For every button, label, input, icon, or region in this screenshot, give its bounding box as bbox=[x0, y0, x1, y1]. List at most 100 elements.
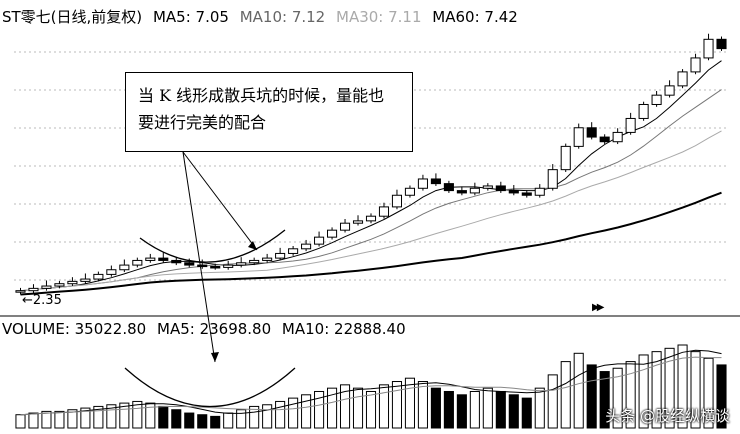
volume-bar bbox=[586, 364, 597, 429]
candle-up bbox=[547, 169, 558, 189]
annotation-arrows bbox=[124, 151, 296, 407]
volume-bar bbox=[352, 387, 364, 429]
candle-down bbox=[521, 192, 532, 196]
volume-bar bbox=[54, 410, 65, 429]
volume-bar bbox=[197, 414, 208, 429]
candle-up bbox=[327, 229, 338, 238]
ma5-label: MA5: 7.05 bbox=[152, 8, 229, 26]
volume-bar bbox=[80, 407, 91, 429]
volume-bar bbox=[145, 402, 156, 429]
candle-up bbox=[469, 187, 480, 194]
volume-bar bbox=[132, 400, 143, 429]
candle-down bbox=[430, 178, 441, 185]
volume-ma10-line bbox=[20, 356, 722, 416]
candle-up bbox=[378, 206, 390, 217]
volume-ma5-line bbox=[20, 349, 722, 416]
volume-ma5-label: MA5: 23698.80 bbox=[157, 320, 272, 338]
volume-bar bbox=[625, 361, 636, 429]
candle-up bbox=[80, 278, 91, 282]
arrowhead bbox=[211, 352, 219, 362]
candle-up bbox=[664, 85, 675, 96]
candle-up bbox=[54, 283, 65, 287]
volume-bar bbox=[508, 394, 519, 429]
annotation-callout: 当 K 线形成散兵坑的时候，量能也要进行完美的配合 bbox=[125, 72, 413, 152]
volume-bar bbox=[314, 390, 325, 429]
candle-down bbox=[495, 185, 506, 192]
volume-bar bbox=[573, 352, 584, 429]
candle-down bbox=[443, 183, 454, 192]
volume-bar bbox=[365, 390, 377, 429]
volume-bar bbox=[482, 387, 493, 429]
volume-bar bbox=[327, 387, 338, 429]
volume-bar bbox=[716, 364, 727, 429]
candle-up bbox=[15, 290, 26, 293]
candle-down bbox=[158, 257, 169, 261]
candle-up bbox=[638, 103, 649, 119]
candle-down bbox=[456, 190, 467, 194]
volume-bar bbox=[275, 400, 286, 429]
candle-up bbox=[106, 269, 117, 275]
candle-down bbox=[210, 265, 221, 269]
volume-bar bbox=[236, 409, 247, 429]
candle-up bbox=[703, 38, 714, 59]
candles bbox=[15, 33, 727, 295]
volume-bar bbox=[703, 357, 714, 429]
arrowhead bbox=[248, 241, 257, 250]
candle-up bbox=[145, 257, 156, 261]
volume-bar bbox=[262, 404, 273, 429]
candle-up bbox=[417, 178, 428, 189]
candle-up bbox=[132, 259, 143, 266]
ma60-line bbox=[20, 191, 722, 296]
candle-down bbox=[716, 38, 727, 50]
volume-bar bbox=[249, 405, 260, 429]
candle-down bbox=[171, 259, 182, 264]
candle-up bbox=[612, 131, 623, 143]
watermark: 头条 @股经纵横谈 bbox=[605, 407, 730, 425]
lowest-price-label: ←2.35 bbox=[22, 293, 62, 308]
volume-bar bbox=[534, 387, 545, 429]
volume-bar bbox=[171, 409, 182, 429]
ma5-line bbox=[20, 60, 722, 292]
volume-bar bbox=[28, 412, 39, 429]
candle-up bbox=[690, 57, 701, 73]
volume-bar bbox=[158, 405, 169, 429]
candle-up bbox=[41, 285, 52, 289]
arrow-to-price bbox=[182, 151, 258, 251]
candle-up bbox=[314, 236, 325, 245]
candle-up bbox=[534, 187, 545, 196]
candle-up bbox=[391, 194, 403, 208]
volume-label: VOLUME: 35022.80 bbox=[2, 320, 147, 338]
volume-bar bbox=[223, 412, 234, 429]
volume-bar bbox=[119, 402, 130, 429]
candle-up bbox=[236, 262, 247, 266]
volume-bar bbox=[391, 381, 403, 429]
candle-up bbox=[482, 185, 493, 189]
candle-up bbox=[301, 243, 312, 250]
volume-bar bbox=[417, 381, 428, 429]
candle-up bbox=[119, 264, 130, 271]
volume-bar bbox=[443, 390, 454, 429]
volume-bar bbox=[41, 410, 52, 429]
ma10-label: MA10: 7.12 bbox=[239, 8, 326, 26]
candle-up bbox=[67, 280, 78, 285]
volume-bar bbox=[210, 415, 221, 429]
volume-curve bbox=[124, 367, 296, 407]
volume-ma-lines bbox=[20, 349, 722, 416]
volume-bar bbox=[664, 347, 675, 429]
candle-down bbox=[599, 136, 610, 143]
volume-bar bbox=[404, 377, 415, 429]
volume-bar bbox=[184, 412, 195, 429]
fast-forward-icon[interactable]: ▶▶ bbox=[592, 302, 605, 313]
volume-bar bbox=[560, 361, 571, 429]
volume-bar bbox=[677, 344, 688, 429]
volume-bar bbox=[456, 394, 467, 429]
candle-up bbox=[352, 220, 364, 224]
volume-bar bbox=[495, 390, 506, 429]
candle-down bbox=[197, 264, 208, 268]
volume-bar bbox=[67, 409, 78, 429]
price-header: ST零七(日线,前复权) MA5: 7.05 MA10: 7.12 MA30: … bbox=[2, 6, 524, 27]
ma60-label: MA60: 7.42 bbox=[432, 8, 518, 26]
candle-up bbox=[625, 117, 636, 133]
candle-up bbox=[288, 248, 299, 254]
